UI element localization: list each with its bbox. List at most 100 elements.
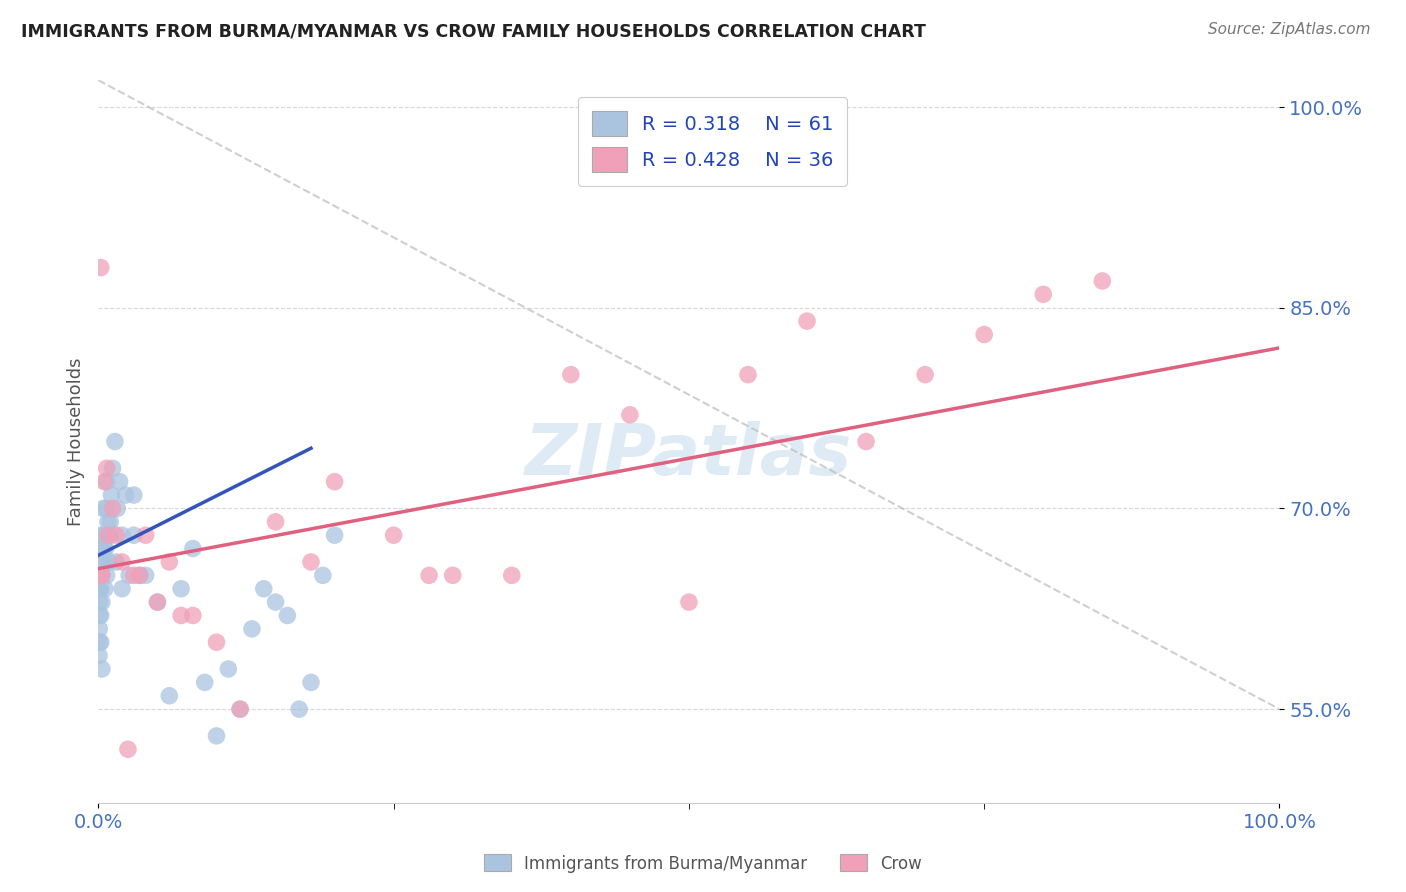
Point: [973, 327, 995, 342]
Point: [111, 528, 134, 542]
Point: [98, 528, 121, 542]
Point: [93, 475, 115, 489]
Point: [122, 568, 145, 582]
Point: [111, 555, 134, 569]
Point: [382, 528, 405, 542]
Point: [87, 648, 110, 663]
Point: [89, 568, 111, 582]
Point: [1032, 287, 1054, 301]
Point: [89, 568, 111, 582]
Point: [205, 729, 228, 743]
Point: [299, 555, 322, 569]
Point: [94, 501, 117, 516]
Point: [96, 475, 118, 489]
Point: [89, 582, 111, 596]
Point: [122, 528, 145, 542]
Point: [217, 662, 239, 676]
Point: [90, 568, 112, 582]
Point: [146, 595, 169, 609]
Point: [90, 582, 112, 596]
Text: ZIPatlas: ZIPatlas: [526, 422, 852, 491]
Point: [619, 408, 641, 422]
Point: [89, 635, 111, 649]
Point: [97, 528, 120, 542]
Point: [100, 488, 122, 502]
Point: [105, 555, 128, 569]
Point: [157, 555, 180, 569]
Point: [170, 608, 193, 623]
Point: [108, 475, 131, 489]
Point: [114, 488, 136, 502]
Point: [96, 461, 118, 475]
Point: [122, 488, 145, 502]
Point: [678, 595, 700, 609]
Point: [253, 582, 276, 596]
Point: [229, 702, 252, 716]
Point: [94, 541, 117, 556]
Point: [240, 622, 263, 636]
Point: [91, 662, 114, 676]
Point: [264, 595, 287, 609]
Point: [276, 608, 298, 623]
Point: [89, 595, 111, 609]
Point: [94, 582, 117, 596]
Point: [98, 515, 121, 529]
Point: [89, 608, 111, 623]
Point: [91, 568, 114, 582]
Point: [323, 528, 346, 542]
Point: [97, 515, 120, 529]
Point: [418, 568, 440, 582]
Point: [205, 635, 228, 649]
Point: [98, 555, 121, 569]
Point: [135, 568, 157, 582]
Point: [501, 568, 523, 582]
Point: [101, 461, 124, 475]
Point: [93, 555, 115, 569]
Point: [194, 675, 217, 690]
Point: [737, 368, 759, 382]
Point: [170, 582, 193, 596]
Point: [89, 622, 111, 636]
Point: [299, 675, 322, 690]
Point: [146, 595, 169, 609]
Point: [87, 582, 110, 596]
Point: [181, 608, 204, 623]
Point: [91, 501, 114, 516]
Text: IMMIGRANTS FROM BURMA/MYANMAR VS CROW FAMILY HOUSEHOLDS CORRELATION CHART: IMMIGRANTS FROM BURMA/MYANMAR VS CROW FA…: [21, 22, 927, 40]
Point: [96, 568, 118, 582]
Point: [90, 528, 112, 542]
Point: [1091, 274, 1114, 288]
Point: [90, 260, 112, 275]
Point: [157, 689, 180, 703]
Point: [264, 515, 287, 529]
Point: [323, 475, 346, 489]
Legend: Immigrants from Burma/Myanmar, Crow: Immigrants from Burma/Myanmar, Crow: [477, 847, 929, 880]
Point: [90, 555, 112, 569]
Point: [441, 568, 464, 582]
Point: [117, 742, 139, 756]
Point: [229, 702, 252, 716]
Point: [101, 501, 124, 516]
Point: [90, 635, 112, 649]
Point: [111, 582, 134, 596]
Point: [312, 568, 335, 582]
Point: [128, 568, 150, 582]
Point: [796, 314, 818, 328]
Point: [90, 608, 112, 623]
Point: [104, 434, 127, 449]
Y-axis label: Family Households: Family Households: [66, 358, 84, 525]
Point: [135, 528, 157, 542]
Point: [89, 541, 111, 556]
Point: [105, 528, 128, 542]
Point: [118, 568, 141, 582]
Point: [91, 541, 114, 556]
Point: [288, 702, 311, 716]
Text: Source: ZipAtlas.com: Source: ZipAtlas.com: [1208, 22, 1371, 37]
Point: [128, 568, 150, 582]
Point: [181, 541, 204, 556]
Point: [105, 501, 128, 516]
Point: [91, 595, 114, 609]
Point: [93, 528, 115, 542]
Legend: R = 0.318    N = 61, R = 0.428    N = 36: R = 0.318 N = 61, R = 0.428 N = 36: [578, 97, 848, 186]
Point: [560, 368, 582, 382]
